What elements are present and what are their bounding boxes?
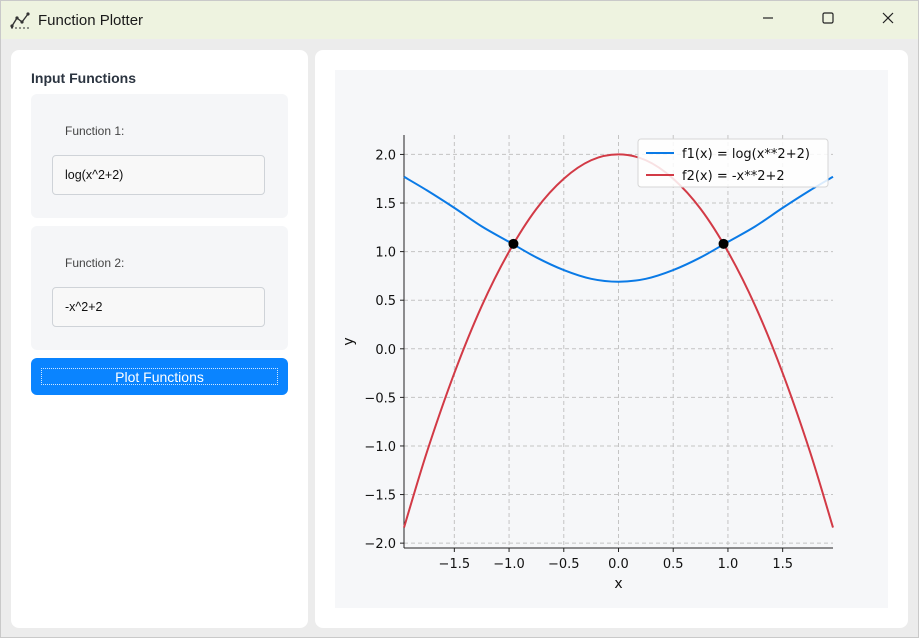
x-tick-label: 0.5: [663, 557, 684, 572]
window-controls: [738, 1, 918, 39]
plot-functions-label: Plot Functions: [115, 368, 204, 385]
y-tick-label: 0.0: [375, 343, 396, 358]
series-line-1: [403, 175, 834, 283]
title-bar[interactable]: Function Plotter: [1, 1, 918, 39]
window-title: Function Plotter: [38, 11, 144, 29]
function1-input[interactable]: [52, 155, 265, 195]
intersection-point: [508, 238, 519, 249]
y-tick-label: 2.0: [375, 148, 396, 163]
plot-canvas[interactable]: −1.5 −1.0 −0.5 0.0 0.5 1.0 1.5 2.0 1.5 1.0 0.5 0.0 −…: [335, 70, 888, 608]
y-axis-label: y: [341, 337, 357, 345]
function2-label: Function 2:: [65, 256, 125, 270]
focus-ring: [41, 368, 278, 385]
intersection-point: [718, 238, 729, 249]
legend-label-2: f2(x) = -x**2+2: [682, 169, 785, 184]
legend-box: [637, 138, 829, 188]
close-icon: [882, 11, 894, 29]
legend-label-1: f1(x) = log(x**2+2): [682, 147, 810, 162]
x-axis-label: x: [614, 576, 622, 592]
maximize-icon: [822, 11, 834, 29]
function2-input[interactable]: [52, 287, 265, 327]
plot-panel: −1.5 −1.0 −0.5 0.0 0.5 1.0 1.5 2.0 1.5 1.0 0.5 0.0 −…: [315, 50, 908, 628]
minimize-icon: [762, 11, 774, 29]
function2-card: Function 2:: [31, 226, 288, 350]
x-tick-label: 1.0: [718, 557, 739, 572]
y-tick-label: −1.0: [364, 440, 396, 455]
function1-card: Function 1:: [31, 94, 288, 218]
series-line-2: [403, 153, 834, 528]
x-tick-label: −0.5: [548, 557, 580, 572]
function1-label: Function 1:: [65, 124, 125, 138]
input-panel: Input Functions Function 1: Function 2: …: [11, 50, 308, 628]
y-tick-label: 1.0: [375, 246, 396, 261]
chart-line-icon: [10, 10, 30, 30]
y-tick-label: 0.5: [375, 294, 396, 309]
plot-functions-button[interactable]: Plot Functions: [31, 358, 288, 395]
maximize-button[interactable]: [798, 1, 858, 39]
y-tick-label: −1.5: [364, 489, 396, 504]
x-tick-label: 0.0: [608, 557, 629, 572]
x-tick-label: 1.5: [772, 557, 793, 572]
plot-figure: −1.5 −1.0 −0.5 0.0 0.5 1.0 1.5 2.0 1.5 1.0 0.5 0.0 −…: [335, 70, 888, 608]
section-title: Input Functions: [31, 70, 136, 86]
x-tick-label: −1.5: [439, 557, 471, 572]
close-button[interactable]: [858, 1, 918, 39]
minimize-button[interactable]: [738, 1, 798, 39]
y-tick-label: 1.5: [375, 197, 396, 212]
y-tick-label: −0.5: [364, 391, 396, 406]
x-tick-label: −1.0: [493, 557, 525, 572]
y-tick-label: −2.0: [364, 537, 396, 552]
